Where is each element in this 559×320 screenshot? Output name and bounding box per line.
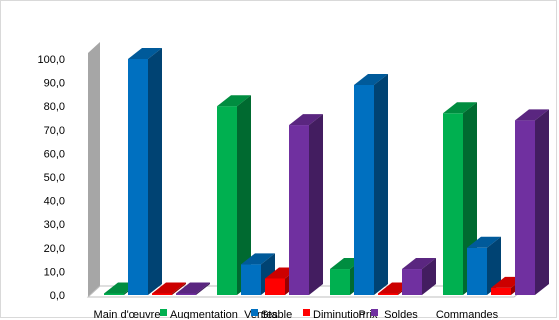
bar [217,95,251,295]
category-label: Ventes [244,309,278,319]
bar [402,258,436,295]
legend-swatch [371,309,378,316]
legend-item: Stable [251,309,292,319]
bar [128,48,162,295]
y-tick-label: 100,0 [37,54,65,66]
category-label: Soldes [384,309,418,319]
bar [176,282,210,295]
y-tick-label: 20,0 [44,243,65,255]
category-label: Prix [359,309,378,319]
legend-item [371,309,378,316]
legend-swatch [303,309,310,316]
category-label: Commandes [436,309,499,319]
bar [515,109,549,295]
legend-label: Augmentation [170,309,238,319]
legend-label: Stable [261,309,292,319]
y-tick-label: 70,0 [44,125,65,137]
y-tick-label: 40,0 [44,196,65,208]
y-tick-label: 90,0 [44,78,65,90]
y-tick-label: 30,0 [44,219,65,231]
y-axis-ticks: 0,0 10,0 20,0 30,0 40,0 50,0 60,0 70,0 80,0 90,0 1… [37,54,65,302]
y-tick-label: 80,0 [44,101,65,113]
y-tick-label: 50,0 [44,172,65,184]
legend-item: Augmentation [160,309,238,319]
category-labels: Main d'œuvre Ventes Prix Soldes Commandes [94,309,499,319]
bar [152,282,186,295]
legend-swatch [160,309,167,316]
y-tick-label: 60,0 [44,148,65,160]
side-wall [88,42,100,297]
bar [354,73,388,296]
category-label: Main d'œuvre [94,309,161,319]
legend: Augmentation Stable Diminution [160,309,378,319]
y-tick-label: 10,0 [44,266,65,278]
bars [104,48,549,296]
legend-label: Diminution [313,309,365,319]
legend-item: Diminution [303,309,365,319]
legend-swatch [251,309,258,316]
y-tick-label: 0,0 [50,290,65,302]
bar [289,114,323,295]
bar [467,236,501,295]
